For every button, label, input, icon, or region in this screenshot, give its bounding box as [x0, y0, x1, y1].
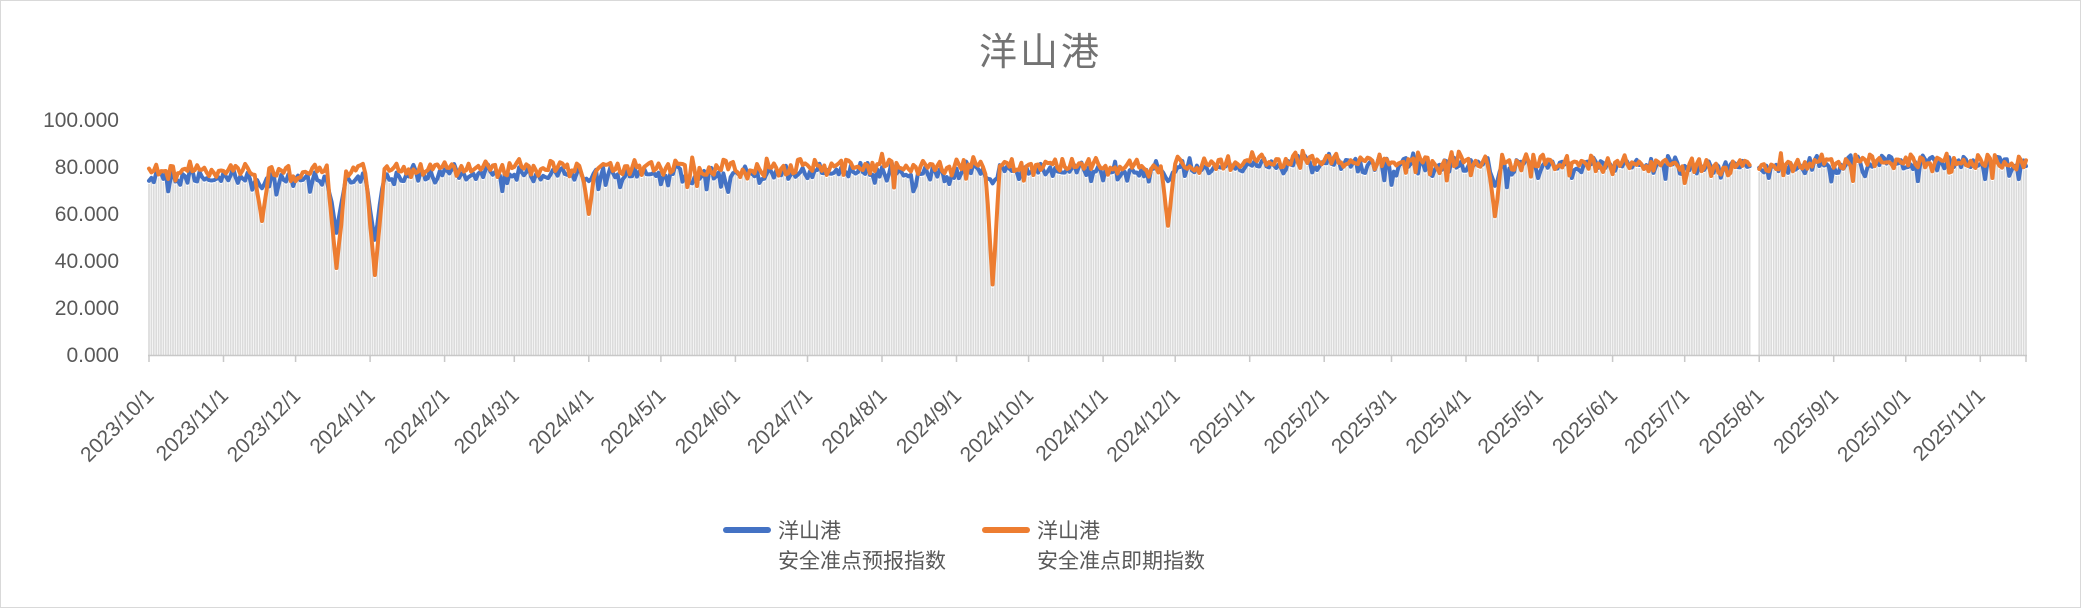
- legend-label-spot-line2: 安全准点即期指数: [1037, 550, 1205, 573]
- svg-text:2023/10/1: 2023/10/1: [76, 384, 158, 466]
- svg-text:2024/6/1: 2024/6/1: [671, 384, 745, 458]
- svg-text:2024/5/1: 2024/5/1: [596, 384, 670, 458]
- legend-label-forecast-line2: 安全准点预报指数: [778, 550, 946, 573]
- svg-text:2025/5/1: 2025/5/1: [1474, 384, 1548, 458]
- svg-text:60.000: 60.000: [55, 203, 119, 226]
- svg-text:2025/6/1: 2025/6/1: [1548, 384, 1622, 458]
- svg-text:2024/7/1: 2024/7/1: [743, 384, 817, 458]
- y-axis-labels: 0.000 20.000 40.000 60.000 80.000 100.000: [43, 109, 119, 367]
- legend: 洋山港 安全准点预报指数 洋山港 安全准点即期指数: [723, 517, 1205, 577]
- svg-text:2024/10/1: 2024/10/1: [956, 384, 1038, 466]
- svg-text:2024/4/1: 2024/4/1: [524, 384, 598, 458]
- svg-text:80.000: 80.000: [55, 156, 119, 179]
- svg-text:2024/8/1: 2024/8/1: [817, 384, 891, 458]
- legend-item-spot: 洋山港 安全准点即期指数: [982, 517, 1205, 577]
- svg-text:2025/2/1: 2025/2/1: [1260, 384, 1334, 458]
- spot-line-series: [147, 148, 2028, 287]
- svg-text:2025/8/1: 2025/8/1: [1695, 384, 1769, 458]
- svg-text:0.000: 0.000: [66, 344, 119, 367]
- legend-label-forecast: 洋山港 安全准点预报指数: [778, 517, 946, 577]
- svg-text:2024/9/1: 2024/9/1: [892, 384, 966, 458]
- svg-text:2025/4/1: 2025/4/1: [1401, 384, 1475, 458]
- svg-text:2025/9/1: 2025/9/1: [1769, 384, 1843, 458]
- chart-title: 洋山港: [978, 32, 1102, 74]
- daily-columns-series: [148, 158, 2027, 355]
- x-axis: [148, 354, 2027, 362]
- svg-text:2023/11/1: 2023/11/1: [152, 384, 233, 465]
- legend-label-spot: 洋山港 安全准点即期指数: [1037, 517, 1205, 577]
- svg-text:20.000: 20.000: [55, 297, 119, 320]
- svg-text:2025/10/1: 2025/10/1: [1833, 384, 1915, 466]
- svg-text:2024/11/1: 2024/11/1: [1031, 384, 1112, 465]
- svg-text:2025/7/1: 2025/7/1: [1620, 384, 1694, 458]
- svg-text:2025/11/1: 2025/11/1: [1909, 384, 1990, 465]
- svg-text:2025/3/1: 2025/3/1: [1327, 384, 1401, 458]
- svg-text:40.000: 40.000: [55, 250, 119, 273]
- svg-text:2023/12/1: 2023/12/1: [223, 384, 305, 466]
- forecast-line-swatch-icon: [723, 527, 771, 533]
- svg-text:2025/1/1: 2025/1/1: [1185, 384, 1259, 458]
- svg-text:2024/12/1: 2024/12/1: [1102, 384, 1184, 466]
- legend-label-spot-line1: 洋山港: [1037, 520, 1100, 543]
- spot-line-swatch-icon: [982, 527, 1030, 533]
- svg-text:2024/1/1: 2024/1/1: [306, 384, 380, 458]
- svg-text:2024/3/1: 2024/3/1: [450, 384, 524, 458]
- svg-text:100.000: 100.000: [43, 109, 119, 132]
- legend-item-forecast: 洋山港 安全准点预报指数: [723, 517, 946, 577]
- svg-text:2024/2/1: 2024/2/1: [380, 384, 454, 458]
- legend-label-forecast-line1: 洋山港: [778, 520, 841, 543]
